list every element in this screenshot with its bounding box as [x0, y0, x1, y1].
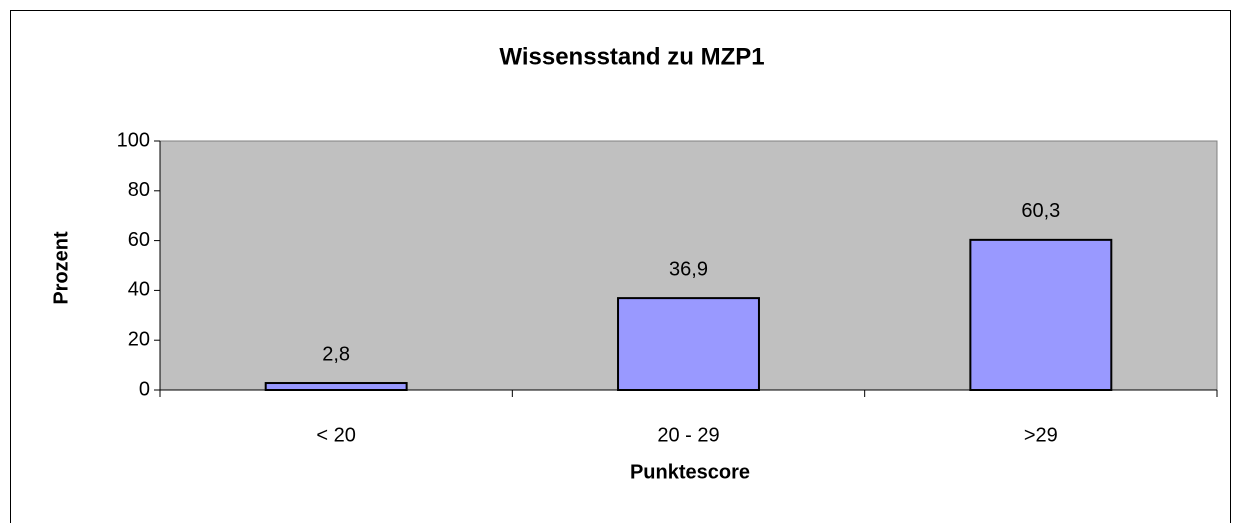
x-tick-label: >29: [1024, 424, 1058, 446]
y-tick-label: 80: [128, 179, 150, 201]
bar: [969, 238, 1113, 391]
y-axis-label: Prozent: [50, 231, 72, 305]
y-tick-label: 0: [139, 378, 150, 400]
y-tick-label: 60: [128, 229, 150, 251]
bar: [617, 297, 760, 391]
value-label: 36,9: [669, 258, 708, 280]
y-tick-label: 100: [117, 129, 150, 151]
x-tick-label: < 20: [316, 424, 355, 446]
value-label: 60,3: [1021, 200, 1060, 222]
x-axis-label: Punktescore: [630, 461, 750, 483]
chart-title: Wissensstand zu MZP1: [499, 43, 764, 70]
bar: [264, 382, 408, 392]
x-tick-label: 20 - 29: [657, 424, 719, 446]
value-label: 2,8: [322, 343, 350, 365]
y-tick-label: 20: [128, 328, 150, 350]
y-tick-label: 40: [128, 279, 150, 301]
